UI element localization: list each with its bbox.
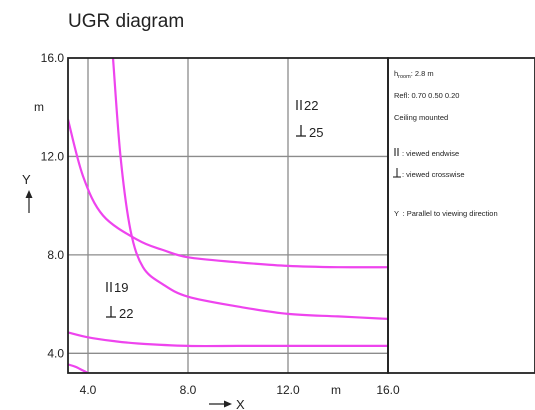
- y-tick-label: 16.0: [41, 51, 65, 65]
- x-tick-label: 4.0: [80, 383, 97, 397]
- room-height-subscript: room: [398, 74, 411, 80]
- info-panel: hroom: 2.8 m Refl: 0.70 0.50 0.20 Ceilin…: [393, 69, 498, 218]
- curves: [68, 58, 388, 373]
- annotation-bottom: 19 22: [106, 280, 133, 321]
- x-arrow-icon: [209, 400, 232, 408]
- y-tick-label: 4.0: [47, 346, 64, 360]
- annotation-top: 22 25: [296, 98, 323, 140]
- reflectance: Refl: 0.70 0.50 0.20: [394, 91, 459, 100]
- tick-labels: 4.0 8.0 12.0 16.0 16.0 12.0 8.0 4.0: [41, 51, 400, 397]
- chart-title: UGR diagram: [68, 11, 184, 32]
- ugr-curve-3: [68, 331, 388, 348]
- endwise-icon: [296, 100, 302, 110]
- annotation-bottom-crosswise: 22: [119, 306, 133, 321]
- room-height-symbol: h: [394, 69, 398, 78]
- x-unit-label: m: [331, 383, 341, 397]
- x-tick-label: 16.0: [376, 383, 400, 397]
- annotation-top-endwise: 22: [304, 98, 318, 113]
- crosswise-icon: [296, 125, 306, 137]
- endwise-legend: : viewed endwise: [402, 149, 459, 158]
- mounting: Ceiling mounted: [394, 113, 448, 122]
- crosswise-legend-icon: [393, 168, 401, 178]
- y-legend-symbol: Y: [394, 209, 399, 218]
- y-legend-text: : Parallel to viewing direction: [403, 209, 498, 218]
- annotation-top-crosswise: 25: [309, 125, 323, 140]
- room-height-value: : 2.8 m: [411, 69, 434, 78]
- y-tick-label: 12.0: [41, 149, 65, 163]
- crosswise-icon: [106, 306, 116, 318]
- endwise-icon: [106, 282, 112, 292]
- y-legend: Y : Parallel to viewing direction: [394, 209, 498, 218]
- y-tick-label: 8.0: [47, 248, 64, 262]
- ugr-curve-1: [111, 58, 388, 320]
- annotation-bottom-endwise: 19: [114, 280, 128, 295]
- y-arrow-icon: [25, 190, 33, 213]
- ugr-curve-2: [68, 119, 388, 269]
- ugr-curve-4: [68, 363, 89, 373]
- x-tick-label: 12.0: [276, 383, 300, 397]
- crosswise-legend: : viewed crosswise: [402, 170, 465, 179]
- info-panel-frame: [387, 57, 535, 374]
- room-height: hroom: 2.8 m: [394, 69, 434, 80]
- endwise-legend-icon: [394, 148, 399, 156]
- y-axis-label: Y: [22, 172, 31, 187]
- x-axis-label: X: [236, 397, 245, 410]
- y-unit-label: m: [34, 100, 44, 114]
- x-tick-label: 8.0: [180, 383, 197, 397]
